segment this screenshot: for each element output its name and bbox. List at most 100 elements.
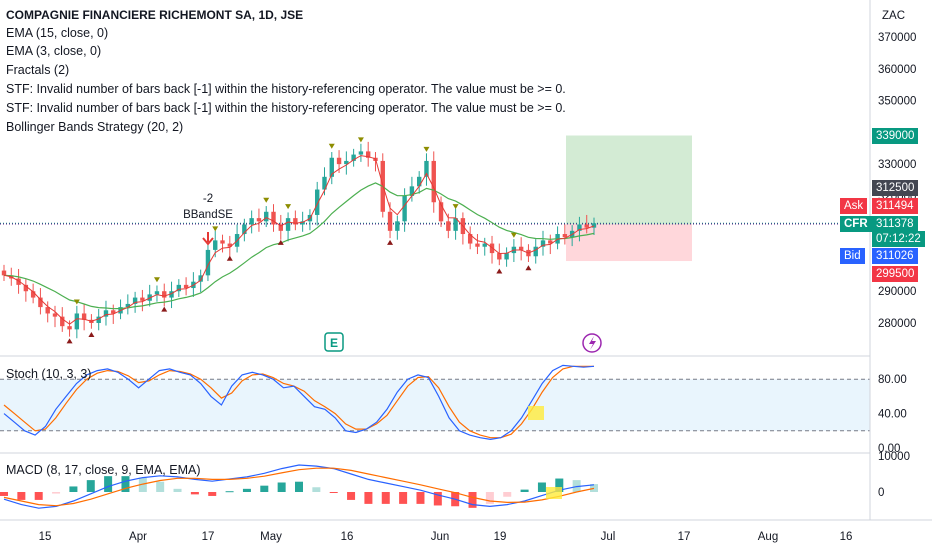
candle-body (322, 176, 327, 190)
candle-body (242, 224, 247, 235)
macd-histogram-bar (329, 492, 338, 493)
candle-body (1, 270, 7, 276)
candle-body (38, 297, 43, 308)
macd-histogram-bar (208, 492, 217, 496)
target-price-badge: 339000 (872, 128, 919, 144)
candlesticks (1, 141, 597, 339)
candle-body (489, 243, 495, 254)
candle-body (162, 291, 167, 298)
candle-body (249, 218, 254, 225)
candle-body (584, 224, 589, 228)
sell-arrow-icon (202, 232, 214, 246)
candle-body (60, 316, 65, 327)
candle-body (453, 218, 458, 231)
fractal-up-marker (423, 146, 430, 152)
bid-label: Bid (840, 248, 865, 264)
last-price-row: CFR 311378 07:12:22 (840, 216, 932, 247)
price-tick: 350000 (878, 96, 916, 108)
fractal-down-marker (387, 239, 394, 245)
earnings-icon[interactable]: E (324, 332, 344, 352)
symbol-label: CFR (840, 216, 872, 232)
macd-pane[interactable]: 10000 0 (0, 451, 910, 509)
fractal-up-marker (328, 143, 335, 149)
indicator-stf-error-2[interactable]: STF: Invalid number of bars back [-1] wi… (6, 101, 566, 115)
price-tick: 360000 (878, 64, 916, 76)
indicator-stf-error-1[interactable]: STF: Invalid number of bars back [-1] wi… (6, 82, 566, 96)
macd-highlight (546, 487, 562, 499)
candle-body (285, 218, 291, 231)
candle-body (81, 313, 87, 320)
macd-histogram-bar (485, 492, 494, 504)
candle-body (475, 243, 480, 247)
chart-title[interactable]: COMPAGNIE FINANCIERE RICHEMONT SA, 1D, J… (6, 8, 304, 22)
candle-body (111, 310, 116, 314)
ema-3-line (3, 155, 595, 325)
candle-body (482, 243, 487, 247)
bar-countdown: 07:12:22 (872, 231, 925, 247)
candle-body (96, 316, 101, 323)
trade-zones[interactable] (0, 135, 870, 262)
indicator-bollinger-strategy[interactable]: Bollinger Bands Strategy (20, 2) (6, 120, 184, 134)
macd-histogram-bar (260, 485, 269, 492)
price-tick: 330000 (878, 159, 916, 171)
candle-body (540, 240, 546, 247)
candle-body (256, 218, 262, 222)
macd-histogram-bar (34, 492, 43, 500)
candle-body (351, 154, 356, 161)
time-tick: Aug (758, 531, 778, 543)
price-tick: 280000 (878, 318, 916, 330)
candle-body (467, 234, 473, 244)
fractal-down-marker (66, 338, 73, 344)
candle-body (16, 278, 21, 285)
candle-body (497, 253, 502, 260)
candle-body (409, 186, 415, 196)
stoch-highlight (528, 406, 544, 420)
candle-body (183, 284, 189, 289)
candle-body (416, 176, 422, 187)
candle-body (402, 195, 407, 222)
stoch-pane[interactable]: 80.00 40.00 0.00 (0, 364, 907, 455)
stoch-label[interactable]: Stoch (10, 3, 3) (6, 367, 92, 381)
indicator-ema-3[interactable]: EMA (3, close, 0) (6, 44, 102, 58)
candle-body (293, 218, 298, 225)
time-tick: May (260, 531, 282, 543)
candle-body (446, 221, 451, 231)
macd-histogram-bar (537, 482, 546, 492)
macd-histogram-bar (190, 492, 199, 495)
fractal-down-marker (88, 332, 95, 337)
time-tick: 16 (341, 531, 354, 543)
fractal-down-marker (161, 306, 168, 312)
stop-zone (566, 224, 692, 262)
signal-line (3, 467, 595, 507)
candle-body (213, 240, 218, 250)
candle-body (103, 310, 109, 317)
macd-tick: 0 (878, 487, 884, 499)
fractal-up-marker (73, 299, 80, 305)
candle-body (140, 297, 145, 301)
lightning-icon[interactable] (582, 333, 602, 353)
candle-body (424, 160, 429, 177)
candle-body (169, 291, 174, 298)
ask-row: Ask 311494 (840, 198, 930, 214)
fractal-up-marker (153, 277, 160, 283)
candle-body (125, 303, 131, 308)
macd-label[interactable]: MACD (8, 17, close, 9, EMA, EMA) (6, 463, 201, 477)
macd-histogram-bar (295, 481, 303, 492)
candle-body (329, 157, 334, 177)
stoch-d-line (3, 365, 594, 439)
candle-body (562, 234, 568, 238)
time-tick: Jun (431, 531, 450, 543)
fractal-down-marker (226, 255, 233, 261)
time-axis[interactable]: 15 Apr 17 May 16 Jun 19 Jul 17 Aug 16 (39, 531, 853, 543)
price-tick: 370000 (878, 32, 916, 44)
candle-body (365, 151, 371, 158)
candle-body (300, 221, 305, 225)
candle-body (198, 275, 203, 282)
macd-histogram-bar (242, 488, 251, 492)
time-tick: 15 (39, 531, 52, 543)
last-price-value: 311378 (872, 216, 918, 232)
candle-body (74, 313, 80, 330)
indicator-fractals[interactable]: Fractals (2) (6, 63, 70, 77)
candle-body (30, 291, 36, 298)
indicator-ema-15[interactable]: EMA (15, close, 0) (6, 26, 109, 40)
